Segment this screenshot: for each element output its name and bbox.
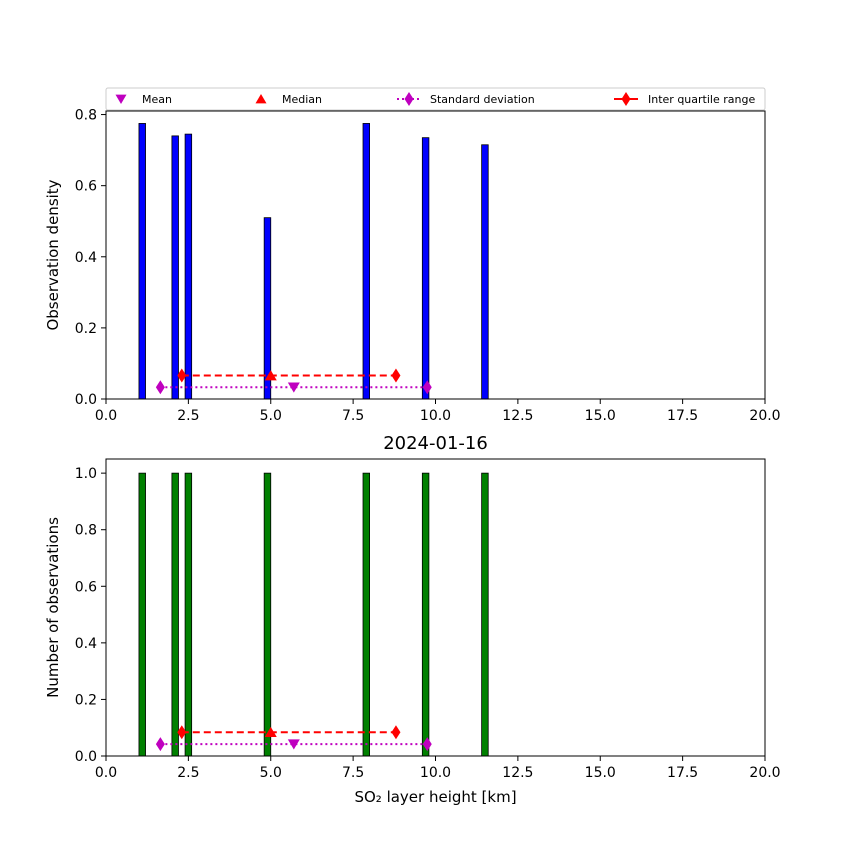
histogram-bar <box>362 472 371 757</box>
y-tick-label: 0.6 <box>75 579 97 595</box>
histogram-bar <box>171 472 179 757</box>
y-tick-label: 0.0 <box>75 749 97 765</box>
iqr-marker <box>391 368 401 383</box>
histogram-bar <box>263 472 272 757</box>
x-tick-label: 15.0 <box>585 408 616 424</box>
histogram-bar <box>171 135 179 400</box>
x-tick-label: 7.5 <box>342 408 364 424</box>
iqr-marker <box>177 725 187 740</box>
y-tick-label: 1.0 <box>75 466 97 482</box>
iqr-marker <box>391 725 401 740</box>
std-marker <box>422 737 432 752</box>
histogram-bar <box>138 123 146 400</box>
x-tick-label: 17.5 <box>667 408 698 424</box>
x-tick-label: 20.0 <box>749 408 780 424</box>
x-tick-label: 17.5 <box>667 765 698 781</box>
legend-label: Mean <box>142 93 172 106</box>
legend-label: Standard deviation <box>430 93 535 106</box>
triangle-up-icon <box>255 94 267 104</box>
y-axis-label: Number of observations <box>44 517 62 698</box>
count-panel: 0.0 2.5 5.0 7.5 10.0 12.5 15.0 17.5 20.0 0.0 0.2 0.… <box>44 458 781 806</box>
x-tick-label: 15.0 <box>585 765 616 781</box>
y-tick-label: 0.0 <box>75 392 97 408</box>
histogram-bar <box>263 217 272 400</box>
y-tick-label: 0.4 <box>75 636 97 652</box>
x-tick-label: 10.0 <box>420 765 451 781</box>
x-tick-label: 20.0 <box>749 765 780 781</box>
histogram-bar <box>481 144 489 400</box>
histogram-bar <box>362 123 371 400</box>
y-tick-label: 0.8 <box>75 108 97 124</box>
legend-label: Inter quartile range <box>648 93 755 106</box>
x-tick-label: 10.0 <box>420 408 451 424</box>
x-tick-label: 5.0 <box>260 408 282 424</box>
axes-frame <box>105 458 766 757</box>
std-marker <box>422 380 432 395</box>
axes-frame <box>105 110 766 400</box>
y-tick-label: 0.4 <box>75 250 97 266</box>
histogram-bar <box>481 472 489 757</box>
diamond-icon <box>404 92 414 106</box>
std-marker <box>155 737 165 752</box>
x-tick-label: 0.0 <box>95 765 117 781</box>
std-marker <box>155 380 165 395</box>
x-tick-label: 2.5 <box>177 408 199 424</box>
histogram-bar <box>421 472 430 757</box>
x-tick-label: 7.5 <box>342 765 364 781</box>
median-marker <box>264 370 277 381</box>
histogram-bar <box>421 137 430 400</box>
histogram-bar <box>184 472 193 757</box>
x-tick-label: 5.0 <box>260 765 282 781</box>
legend-box <box>105 87 766 111</box>
histogram-bar <box>184 133 193 400</box>
x-tick-label: 2.5 <box>177 765 199 781</box>
triangle-down-icon <box>115 94 127 104</box>
legend-label: Median <box>282 93 322 106</box>
iqr-marker <box>177 368 187 383</box>
legend: Mean Median Standard deviation Inter quarti… <box>105 87 766 111</box>
y-tick-label: 0.6 <box>75 179 97 195</box>
mean-marker <box>287 382 300 393</box>
histogram-bar <box>138 472 146 757</box>
x-tick-label: 12.5 <box>502 408 533 424</box>
mean-marker <box>287 739 300 750</box>
y-tick-label: 0.2 <box>75 321 97 337</box>
y-tick-label: 0.8 <box>75 523 97 539</box>
density-panel: 0.0 2.5 5.0 7.5 10.0 12.5 15.0 17.5 20.0 0.0 0.2 0.… <box>44 108 781 424</box>
median-marker <box>264 726 277 738</box>
x-tick-label: 12.5 <box>502 765 533 781</box>
diamond-icon <box>621 92 631 106</box>
panel-title: 2024-01-16 <box>383 433 488 454</box>
y-tick-label: 0.2 <box>75 692 97 708</box>
x-tick-label: 0.0 <box>95 408 117 424</box>
y-axis-label: Observation density <box>44 179 62 330</box>
x-axis-label: SO₂ layer height [km] <box>354 788 516 806</box>
